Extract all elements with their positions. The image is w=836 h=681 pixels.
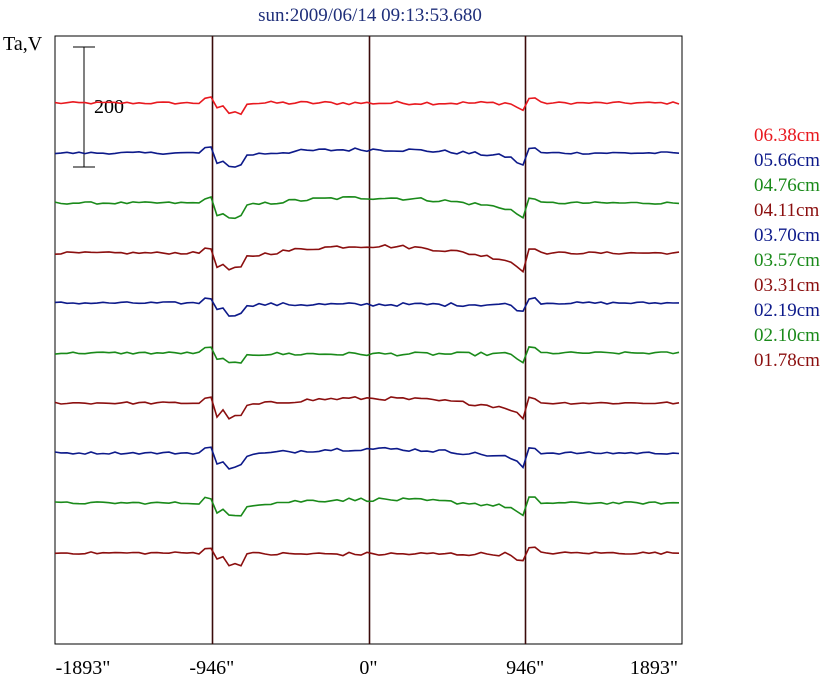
x-axis-tick-labels: -1893" -946" 0" 946" 1893" <box>56 657 679 679</box>
legend-entry-5: 03.57cm <box>754 250 820 271</box>
x-tick-label-1: -946" <box>189 657 234 679</box>
series-line-7 <box>54 446 680 470</box>
series-line-9 <box>54 546 680 567</box>
legend-entry-7: 02.19cm <box>754 300 820 321</box>
vertical-reference-lines <box>211 36 527 644</box>
series-line-4 <box>54 296 680 317</box>
series-line-5 <box>54 346 680 364</box>
x-tick-label-3: 946" <box>506 657 544 679</box>
x-tick-label-0: -1893" <box>56 657 111 679</box>
legend-entry-9: 01.78cm <box>754 350 820 371</box>
legend-entry-3: 04.11cm <box>754 200 819 221</box>
scale-bar: 200 <box>73 46 124 168</box>
series-line-8 <box>54 496 680 517</box>
y-axis-label: Ta,V <box>3 33 43 55</box>
series-line-2 <box>54 195 680 220</box>
series-line-3 <box>54 244 680 274</box>
plot-frame <box>54 35 683 645</box>
series-line-1 <box>54 146 680 168</box>
chart-title: sun:2009/06/14 09:13:53.680 <box>258 5 482 26</box>
legend: 06.38cm 05.66cm 04.76cm 04.11cm 03.70cm 03.57… <box>754 125 820 371</box>
legend-entry-0: 06.38cm <box>754 125 820 146</box>
legend-entry-2: 04.76cm <box>754 175 820 196</box>
legend-entry-4: 03.70cm <box>754 225 820 246</box>
series-lines <box>54 96 680 567</box>
series-line-0 <box>54 96 680 116</box>
scale-bar-label: 200 <box>94 96 124 118</box>
legend-entry-1: 05.66cm <box>754 150 820 171</box>
x-tick-label-2: 0" <box>359 657 377 679</box>
legend-entry-8: 02.10cm <box>754 325 820 346</box>
legend-entry-6: 03.31cm <box>754 275 820 296</box>
x-tick-label-4: 1893" <box>630 657 678 679</box>
series-line-6 <box>54 395 680 421</box>
